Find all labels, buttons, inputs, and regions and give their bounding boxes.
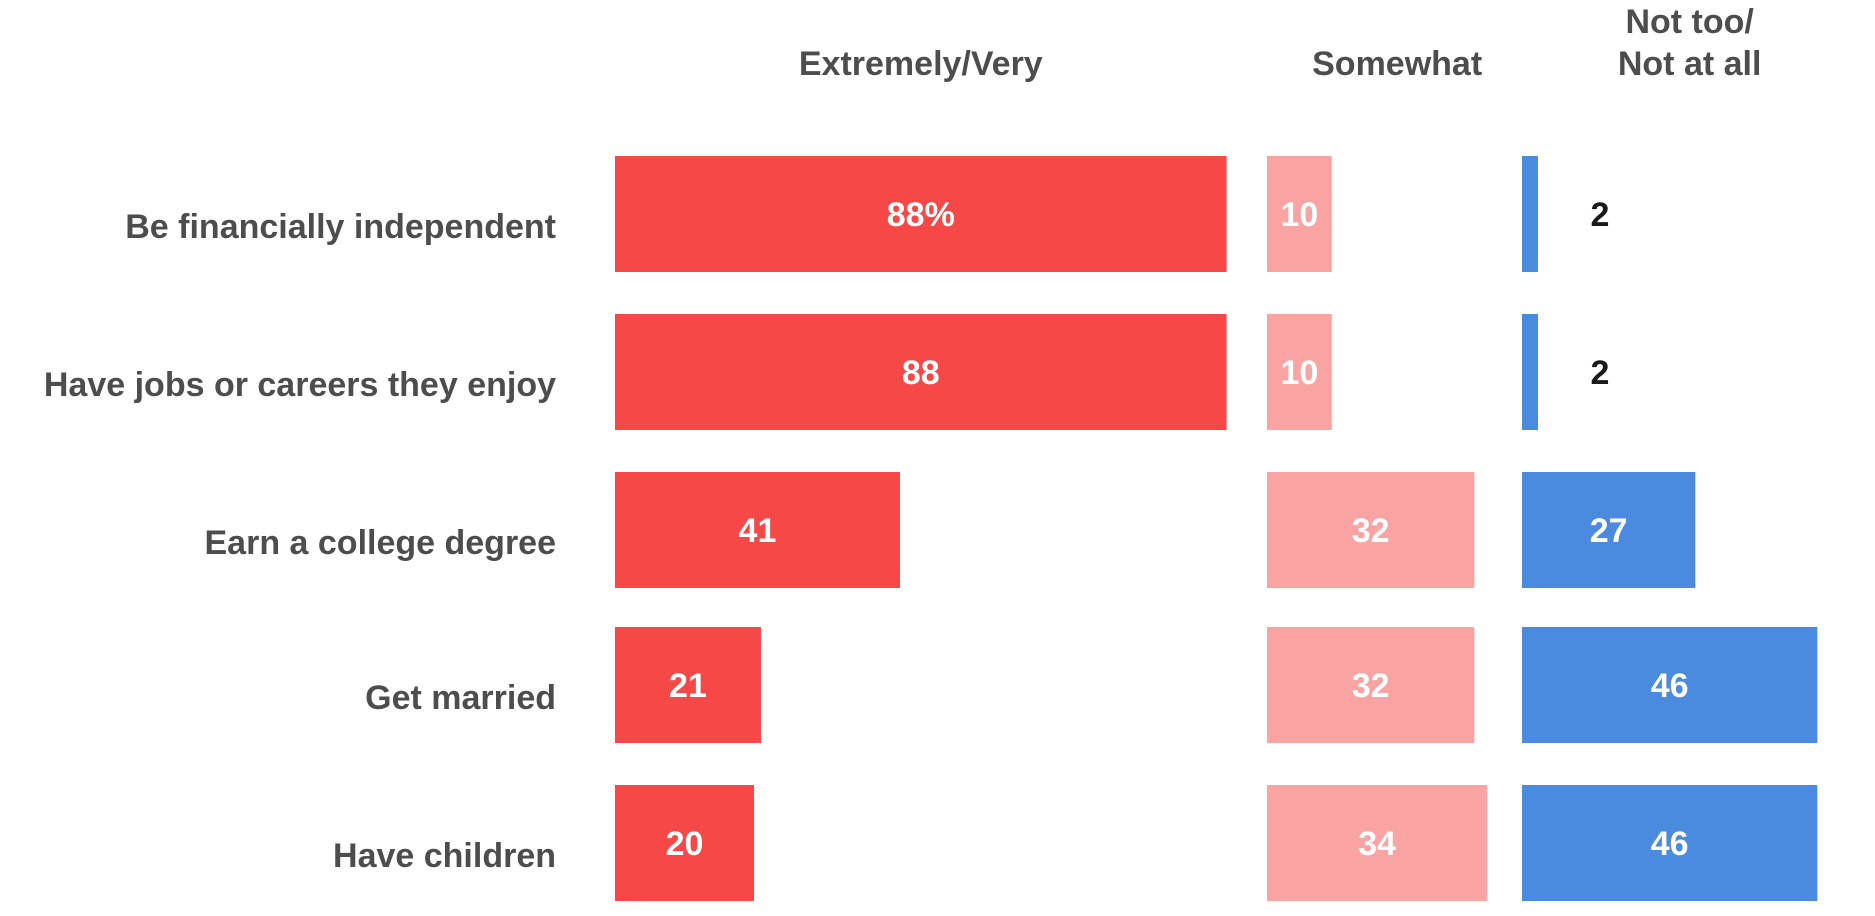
data-label: 88 [902,354,940,392]
data-label: 2 [1591,354,1610,392]
bar [615,156,1227,272]
data-label: 27 [1590,512,1628,550]
bar [1522,156,1538,272]
bar [1522,472,1696,588]
data-label: 2 [1591,196,1610,234]
row-label: Earn a college degree [205,524,557,562]
bar [1267,627,1475,743]
column-header-2: Somewhat [1312,45,1482,83]
row-label: Get married [365,679,556,717]
bar [615,314,1227,430]
data-label: 10 [1280,354,1318,392]
data-label: 34 [1358,825,1396,863]
bar [1267,785,1488,901]
data-label: 32 [1352,667,1390,705]
row-label: Be financially independent [125,208,556,246]
data-label: 32 [1352,512,1390,550]
bar [1267,472,1475,588]
data-label: 41 [739,512,777,550]
bar [1522,785,1818,901]
data-label: 20 [666,825,704,863]
column-header-3: Not too/Not at all [1618,3,1762,83]
data-label: 21 [669,667,707,705]
data-label: 46 [1651,667,1689,705]
bar [615,472,900,588]
bar [615,785,754,901]
bar [1522,314,1538,430]
column-header-1: Extremely/Very [799,45,1043,83]
bar [1267,314,1332,430]
row-label: Have children [333,837,556,875]
bar [1522,627,1818,743]
bar [615,627,761,743]
data-label: 88% [887,196,955,234]
bar [1267,156,1332,272]
data-label: 46 [1651,825,1689,863]
data-label: 10 [1280,196,1318,234]
row-label: Have jobs or careers they enjoy [44,366,556,404]
